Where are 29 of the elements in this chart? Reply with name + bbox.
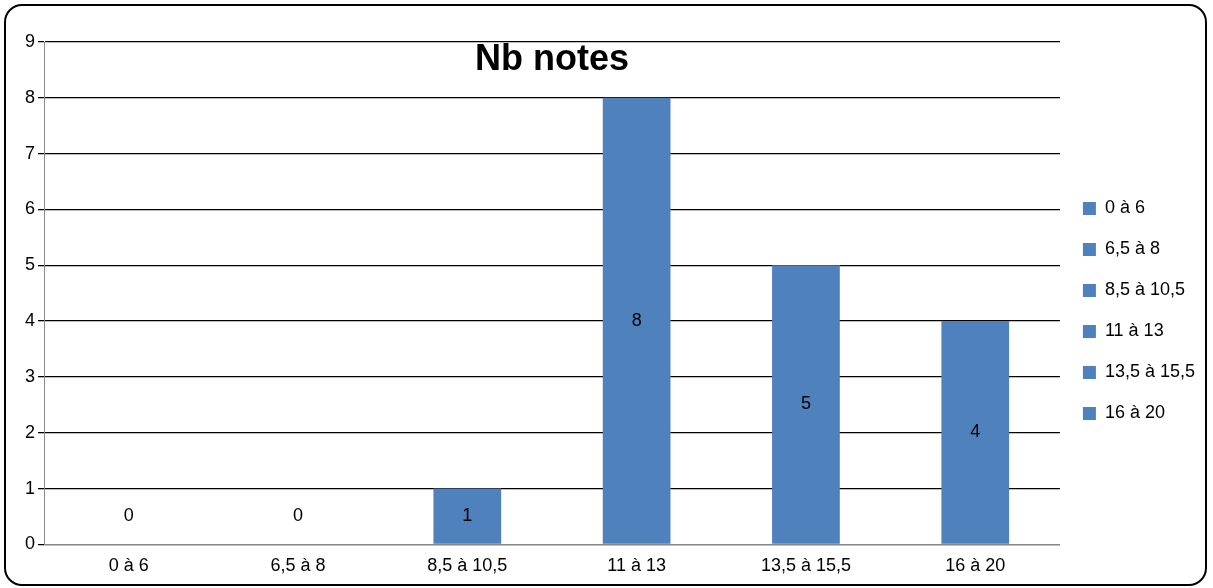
- x-tick-label: 13,5 à 15,5: [760, 555, 851, 576]
- y-tick-label: 8: [25, 86, 36, 107]
- data-label: 5: [800, 393, 811, 414]
- y-tick-label: 9: [25, 30, 36, 51]
- y-tick-label: 1: [25, 477, 36, 498]
- legend-label: 16 à 20: [1104, 402, 1165, 423]
- x-tick-label: 8,5 à 10,5: [427, 555, 508, 576]
- y-tick-label: 6: [25, 198, 36, 219]
- y-tick-label: 5: [25, 254, 36, 275]
- x-tick-label: 16 à 20: [945, 555, 1006, 576]
- y-tick-label: 2: [25, 421, 36, 442]
- data-label: 0: [123, 505, 134, 526]
- legend-label: 8,5 à 10,5: [1104, 279, 1185, 300]
- x-tick-label: 11 à 13: [607, 555, 666, 576]
- legend-label: 6,5 à 8: [1104, 238, 1160, 259]
- y-tick-label: 3: [25, 365, 36, 386]
- y-tick-label: 7: [25, 142, 36, 163]
- x-tick-label: 6,5 à 8: [270, 555, 326, 576]
- data-label: 1: [462, 505, 473, 526]
- legend-label: 11 à 13: [1104, 320, 1164, 341]
- chart-title: Nb notes: [474, 36, 629, 78]
- data-label: 8: [631, 309, 642, 330]
- legend-label: 0 à 6: [1104, 197, 1145, 218]
- data-label: 0: [292, 505, 303, 526]
- y-tick-label: 4: [25, 310, 36, 331]
- y-tick-label: 0: [25, 533, 36, 554]
- legend-label: 13,5 à 15,5: [1104, 361, 1196, 382]
- data-label: 4: [970, 421, 981, 442]
- x-tick-label: 0 à 6: [108, 555, 149, 576]
